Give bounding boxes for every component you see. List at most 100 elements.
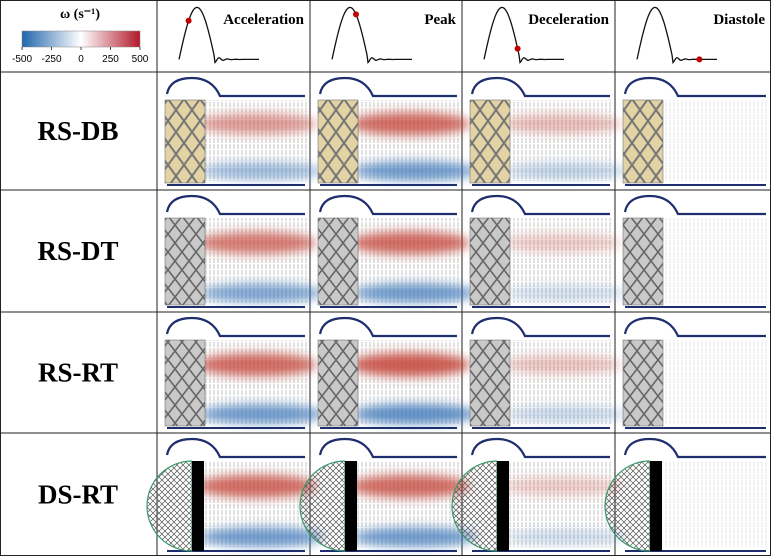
leaflet bbox=[146, 460, 193, 552]
phase-dot bbox=[185, 17, 192, 24]
vessel-wall bbox=[623, 76, 766, 98]
vessel-wall bbox=[165, 194, 305, 216]
valve-frame bbox=[345, 461, 357, 551]
phase-dot bbox=[514, 45, 521, 52]
vessel-wall bbox=[470, 437, 610, 459]
stent bbox=[317, 339, 359, 427]
vessel-wall bbox=[165, 76, 305, 98]
vessel-wall bbox=[623, 437, 766, 459]
colorbar-tick-label: 0 bbox=[78, 54, 84, 65]
column-header: Acceleration bbox=[223, 12, 304, 28]
flow-panel bbox=[317, 76, 477, 186]
flow-panel bbox=[469, 76, 629, 186]
vorticity-positive bbox=[197, 113, 317, 135]
row-label: RS-DB bbox=[37, 116, 118, 146]
vorticity-negative bbox=[353, 283, 477, 303]
vessel-wall bbox=[318, 194, 457, 216]
vessel-wall bbox=[165, 316, 305, 338]
vessel-wall bbox=[318, 437, 457, 459]
flow-panel bbox=[622, 76, 768, 186]
waveform bbox=[636, 6, 717, 64]
flow-panel bbox=[317, 316, 477, 429]
stent bbox=[622, 339, 664, 427]
vorticity-positive bbox=[350, 231, 470, 255]
vessel-wall bbox=[165, 437, 305, 459]
flow-panel bbox=[622, 316, 768, 429]
colorbar-tick-label: 500 bbox=[132, 54, 149, 65]
stent bbox=[164, 217, 206, 306]
phase-dot bbox=[353, 11, 359, 18]
row-label: RS-RT bbox=[38, 358, 118, 388]
flow-panel bbox=[317, 194, 477, 308]
vorticity-positive bbox=[350, 352, 470, 377]
vector-field bbox=[660, 218, 768, 303]
flow-panel bbox=[146, 437, 324, 552]
stent bbox=[622, 99, 664, 184]
vorticity-negative bbox=[200, 527, 324, 547]
flow-panel bbox=[164, 316, 324, 429]
colorbar-tick-label: 250 bbox=[102, 54, 119, 65]
valve-frame bbox=[497, 461, 509, 551]
vessel-wall bbox=[470, 194, 610, 216]
stent bbox=[622, 217, 664, 306]
vessel-wall bbox=[623, 316, 766, 338]
colorbar-tick-label: -500 bbox=[12, 54, 32, 65]
vorticity-positive bbox=[502, 355, 622, 375]
stent bbox=[164, 339, 206, 427]
vessel-wall bbox=[470, 316, 610, 338]
flow-panel bbox=[164, 76, 324, 186]
vessel-wall bbox=[623, 194, 766, 216]
vessel-wall bbox=[318, 76, 457, 98]
vorticity-negative bbox=[353, 527, 477, 547]
column-header: Deceleration bbox=[528, 12, 609, 28]
stent bbox=[317, 217, 359, 306]
leaflet bbox=[604, 460, 651, 552]
waveform bbox=[331, 6, 412, 64]
valve-frame bbox=[192, 461, 204, 551]
leaflet bbox=[451, 460, 498, 552]
waveform bbox=[483, 6, 564, 64]
vorticity-positive bbox=[197, 231, 317, 255]
vessel-wall bbox=[470, 76, 610, 98]
waveform bbox=[178, 6, 259, 64]
vector-field bbox=[660, 340, 768, 424]
colorbar-title: ω (s⁻¹) bbox=[60, 7, 100, 22]
flow-panel bbox=[469, 194, 629, 308]
vorticity-positive bbox=[350, 474, 470, 498]
column-header: Peak bbox=[424, 12, 456, 28]
row-label: DS-RT bbox=[38, 480, 118, 510]
vorticity-negative bbox=[353, 404, 477, 424]
vorticity-positive bbox=[502, 477, 622, 496]
vector-field bbox=[660, 100, 768, 181]
flow-panel bbox=[469, 316, 629, 429]
vorticity-negative bbox=[505, 285, 629, 301]
column-header: Diastole bbox=[713, 12, 765, 28]
vector-field bbox=[660, 461, 768, 547]
stent bbox=[317, 99, 359, 184]
vorticity-positive bbox=[197, 474, 317, 498]
flow-panel bbox=[604, 437, 768, 552]
vorticity-negative bbox=[200, 404, 324, 424]
vorticity-positive bbox=[502, 114, 622, 134]
vorticity-positive bbox=[350, 112, 470, 136]
stent bbox=[164, 99, 206, 184]
leaflet bbox=[299, 460, 346, 552]
flow-panel bbox=[451, 437, 629, 552]
valve-frame bbox=[650, 461, 662, 551]
colorbar bbox=[21, 30, 141, 48]
vorticity-negative bbox=[505, 529, 629, 545]
vorticity-negative bbox=[200, 283, 324, 303]
vorticity-negative bbox=[353, 161, 477, 181]
vorticity-negative bbox=[200, 162, 324, 180]
stent bbox=[469, 217, 511, 306]
flow-panel bbox=[164, 194, 324, 308]
row-label: RS-DT bbox=[37, 236, 118, 266]
flow-panel bbox=[622, 194, 768, 308]
flow-panel bbox=[299, 437, 477, 552]
vorticity-negative bbox=[505, 163, 629, 179]
vorticity-positive bbox=[197, 353, 317, 377]
stent bbox=[469, 99, 511, 184]
vorticity-negative bbox=[505, 406, 629, 422]
phase-dot bbox=[696, 56, 703, 63]
